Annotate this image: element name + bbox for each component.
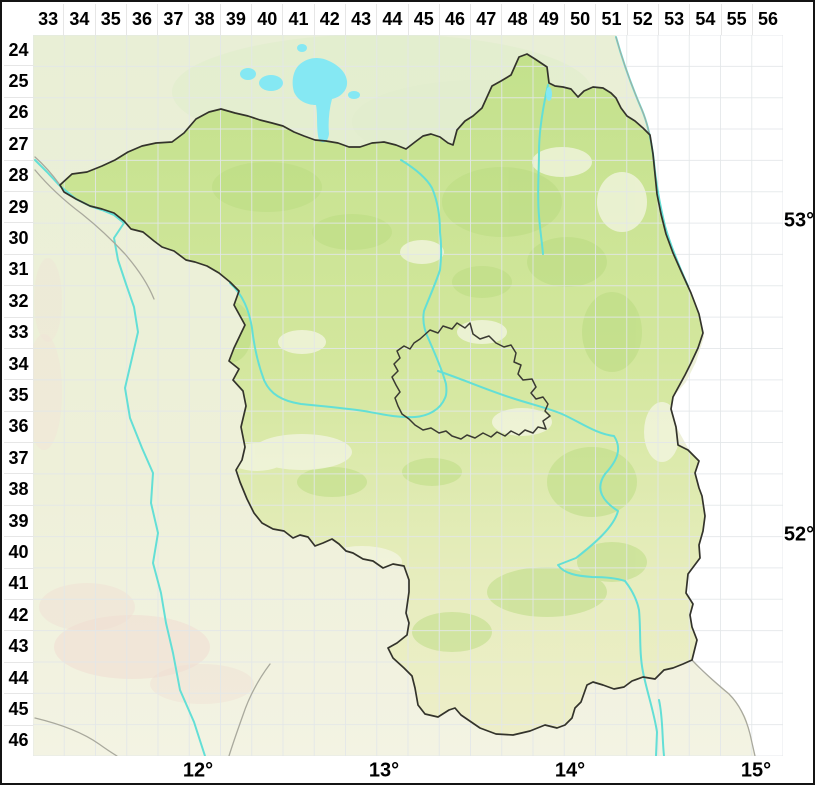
berlin-border xyxy=(391,322,551,440)
grid-row-label: 32 xyxy=(4,285,33,316)
river-havel xyxy=(229,159,448,419)
grid-row-label: 29 xyxy=(4,190,33,222)
grid-row-label: 24 xyxy=(8,39,29,60)
grid-column-label: 36 xyxy=(125,4,157,35)
longitude-label: 13° xyxy=(368,759,400,781)
row-label-strip: 24 25 26 27 28 29 30 31 32 33 34 35 36 37 38 39 40 41 42 43… xyxy=(4,35,33,756)
poland-area xyxy=(616,35,783,756)
grid-row-label: 37 xyxy=(4,442,33,473)
grid-row-label: 25 xyxy=(4,65,33,96)
grid-column-label: 37 xyxy=(157,4,188,35)
grid-row-label: 27 xyxy=(4,128,33,159)
grid-row-label: 39 xyxy=(4,504,33,536)
grid-row-label: 30 xyxy=(4,222,33,253)
gridlines xyxy=(33,35,783,756)
grid-column-label: 33 xyxy=(38,9,59,29)
map-canvas[interactable] xyxy=(33,35,783,756)
grid-row-label: 35 xyxy=(4,379,33,410)
neighbor-borders xyxy=(34,36,756,756)
grid-column-label: 50 xyxy=(564,4,595,35)
brandenburg-border xyxy=(59,53,706,736)
grid-column-label: 49 xyxy=(532,4,564,35)
grid-row-label: 26 xyxy=(4,96,33,128)
grid-row-label: 40 xyxy=(4,536,33,567)
grid-row-label: 46 xyxy=(4,724,33,756)
grid-column-label: 44 xyxy=(376,4,407,35)
latitude-label-strip: 53° 52° xyxy=(783,35,815,756)
grid-column-label: 45 xyxy=(407,4,439,35)
grid-column-label: 48 xyxy=(501,4,532,35)
grid-column-label: 38 xyxy=(188,4,219,35)
grid-row-label: 36 xyxy=(4,410,33,442)
river-neisse xyxy=(658,699,665,756)
grid-column-label: 41 xyxy=(282,4,313,35)
grid-column-label: 47 xyxy=(470,4,501,35)
grid-corner-cell xyxy=(4,4,33,35)
grid-column-label: 46 xyxy=(438,4,470,35)
latitude-label: 52° xyxy=(783,523,815,546)
grid-column-label: 54 xyxy=(689,4,720,35)
grid-row-label: 44 xyxy=(4,661,33,693)
grid-row-label: 43 xyxy=(4,630,33,661)
grid-column-label: 55 xyxy=(720,4,752,35)
grid-column-label: 35 xyxy=(94,4,126,35)
river-spree xyxy=(437,370,658,756)
lakes xyxy=(240,44,552,143)
grid-row-label: 42 xyxy=(4,599,33,630)
grid-column-label: 56 xyxy=(751,4,783,35)
grid-row-label: 45 xyxy=(4,693,33,724)
longitude-label-strip: 12° 13° 14° 15° xyxy=(4,756,813,783)
grid-column-label: 53 xyxy=(657,4,689,35)
lake-main xyxy=(292,57,348,143)
latitude-label: 53° xyxy=(783,209,815,232)
grid-column-label: 52 xyxy=(626,4,658,35)
river-ucker xyxy=(537,84,549,255)
grid-column-label: 43 xyxy=(344,4,376,35)
grid-row-label: 31 xyxy=(4,253,33,285)
grid-column-label: 34 xyxy=(63,4,94,35)
grid-row-label: 33 xyxy=(4,316,33,348)
grid-column-label: 39 xyxy=(219,4,251,35)
grid-row-label: 41 xyxy=(4,567,33,599)
grid-column-label: 42 xyxy=(313,4,345,35)
longitude-label: 12° xyxy=(182,759,214,781)
grid-row-label: 34 xyxy=(4,347,33,379)
grid-column-label: 40 xyxy=(251,4,282,35)
grid-row-label: 38 xyxy=(4,473,33,504)
longitude-label: 15° xyxy=(740,759,772,781)
grid-column-label: 51 xyxy=(595,4,626,35)
terrain-map-svg xyxy=(33,35,783,756)
column-label-strip: 33 34 35 36 37 38 39 40 41 42 43 44 45 46 47 48 49 50 51 52… xyxy=(33,4,783,35)
grid-row-label: 28 xyxy=(4,159,33,191)
longitude-label: 14° xyxy=(554,759,586,781)
